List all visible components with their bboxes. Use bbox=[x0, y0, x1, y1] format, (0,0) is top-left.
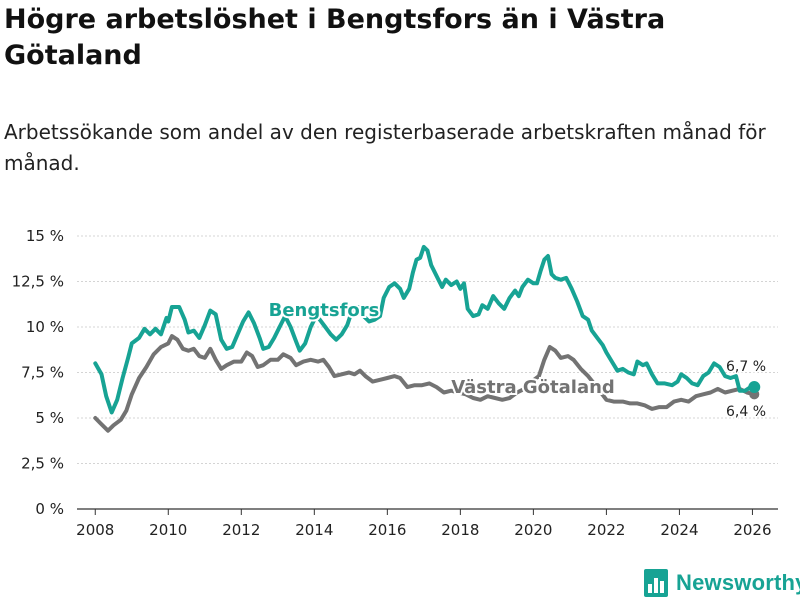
newsworthy-brand: Newsworthy bbox=[644, 568, 800, 598]
x-tick-label: 2022 bbox=[587, 521, 625, 539]
x-tick-label: 2010 bbox=[149, 521, 187, 539]
series-line-vastra-gotaland bbox=[93, 334, 757, 433]
y-tick-label: 10 % bbox=[26, 318, 64, 336]
end-value-label: 6,7 % bbox=[726, 359, 766, 375]
series-labels: Bengtsfors Västra Götaland 6,7 % 6,4 % bbox=[267, 298, 768, 422]
series-lines bbox=[93, 244, 761, 433]
bar-chart-logo-icon bbox=[644, 569, 668, 597]
y-tick-label: 0 % bbox=[35, 500, 64, 518]
x-tick-label: 2024 bbox=[660, 521, 698, 539]
x-tick-label: 2016 bbox=[368, 521, 406, 539]
brand-name: Newsworthy bbox=[676, 570, 800, 595]
y-axis-ticks: 0 % 2,5 % 5 % 7,5 % 10 % 12,5 % 15 % bbox=[12, 227, 64, 518]
series-label: Västra Götaland bbox=[451, 377, 615, 398]
x-tick-label: 2012 bbox=[222, 521, 260, 539]
y-tick-label: 15 % bbox=[26, 227, 64, 245]
gridlines bbox=[77, 235, 778, 510]
x-axis: 2008 2010 2012 2014 2016 2018 2020 2022 2024 2026 bbox=[76, 509, 772, 539]
x-tick-label: 2018 bbox=[441, 521, 479, 539]
chart-subtitle: Arbetssökande som andel av den registerb… bbox=[4, 120, 766, 175]
chart-title: Högre arbetslöshet i Bengtsfors än i Väs… bbox=[4, 4, 666, 71]
x-tick-label: 2026 bbox=[733, 521, 771, 539]
y-tick-label: 7,5 % bbox=[21, 364, 64, 382]
end-point-bengtsfors bbox=[748, 381, 761, 394]
x-tick-label: 2020 bbox=[514, 521, 552, 539]
y-tick-label: 2,5 % bbox=[21, 455, 64, 473]
series-label: Bengtsfors bbox=[269, 300, 380, 321]
y-tick-label: 5 % bbox=[35, 409, 64, 427]
x-tick-label: 2008 bbox=[76, 521, 114, 539]
x-tick-label: 2014 bbox=[295, 521, 333, 539]
y-tick-label: 12,5 % bbox=[12, 273, 64, 291]
series-line-bengtsfors bbox=[93, 244, 757, 415]
end-value-label: 6,4 % bbox=[726, 404, 766, 420]
